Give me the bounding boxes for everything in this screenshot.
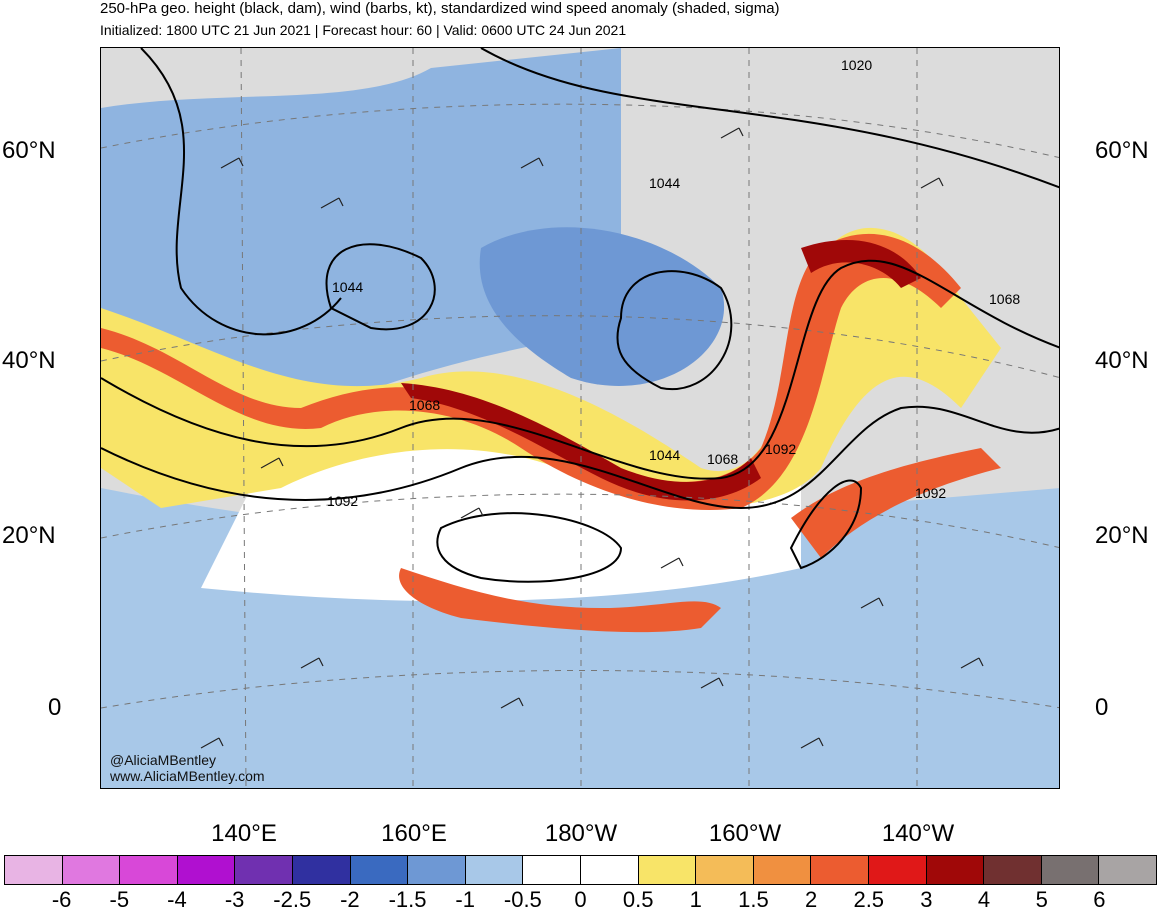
- colorbar-swatch: [292, 856, 351, 884]
- colorbar-tick-label: -6: [51, 887, 72, 912]
- colorbar-tick-label: 6: [1093, 887, 1106, 912]
- colorbar-swatch: [120, 856, 178, 884]
- contour-1092: [101, 405, 1059, 510]
- graticule: [101, 48, 1059, 788]
- anomaly-red-east: [791, 448, 1001, 558]
- chart-title: 250-hPa geo. height (black, dam), wind (…: [100, 0, 780, 17]
- lon-label-180w: 180°W: [544, 820, 618, 847]
- colorbar-tick-label: -0.5: [503, 887, 542, 912]
- colorbar-tick-label: 0.5: [622, 887, 654, 912]
- lon-label-160e: 160°E: [381, 820, 447, 847]
- contour-1020: [480, 48, 1059, 189]
- colorbar-swatch: [350, 856, 409, 884]
- contour-label: 1068: [989, 291, 1020, 307]
- colorbar-swatch: [465, 856, 524, 884]
- contour-1092-east: [789, 479, 863, 570]
- contour-label: 1044: [332, 279, 363, 295]
- colorbar-swatch: [926, 856, 985, 884]
- lon-label-140w: 140°W: [881, 820, 955, 847]
- anomaly-darkred-jet-core-east: [801, 239, 921, 288]
- colorbar-tick-label: 4: [977, 887, 991, 912]
- colorbar-tick-label: -2.5: [273, 887, 312, 912]
- colorbar-swatch: [638, 856, 697, 884]
- contour-label: 1044: [649, 175, 680, 191]
- lat-label-60n-right: 60°N: [1095, 137, 1149, 164]
- lat-label-60n-left: 60°N: [2, 137, 56, 164]
- colorbar-swatch: [984, 856, 1042, 884]
- contour-1068: [101, 259, 1059, 480]
- colorbar-swatch: [177, 856, 236, 884]
- colorbar-tick-label: 1: [689, 887, 702, 912]
- map-graphic: 1020 1044 1044 1068 1044 1068 1092 1068 …: [101, 48, 1059, 788]
- colorbar-swatch: [1041, 856, 1100, 884]
- anomaly-darkred-jet-core: [401, 383, 761, 501]
- colorbar-tick-label: 5: [1035, 887, 1048, 912]
- colorbar: [4, 855, 1157, 885]
- colorbar-tick-label: -2: [340, 887, 360, 912]
- contour-1092-high: [436, 512, 623, 583]
- colorbar-swatch: [523, 856, 581, 884]
- colorbar-tick-label: -3: [224, 887, 245, 912]
- colorbar-tick-label: -1: [455, 887, 475, 912]
- colorbar-tick-label: -4: [167, 887, 187, 912]
- lat-label-eq-right: 0: [1095, 694, 1109, 721]
- contour-west: [140, 48, 342, 336]
- contour-label: 1092: [765, 441, 796, 457]
- contour-label: 1068: [409, 397, 440, 413]
- colorbar-tick-label: -5: [109, 887, 130, 912]
- colorbar-swatch: [235, 856, 293, 884]
- map-panel: 1020 1044 1044 1068 1044 1068 1092 1068 …: [100, 47, 1060, 789]
- contour-1044-gulf: [616, 270, 733, 391]
- colorbar-tick-label: 3: [920, 887, 933, 912]
- anomaly-red-tropics: [399, 568, 721, 633]
- wind-barbs: [200, 127, 984, 749]
- colorbar-swatch: [696, 856, 754, 884]
- colorbar-swatch: [1099, 856, 1156, 884]
- colorbar-tick-label: 1.5: [738, 887, 769, 912]
- credit-handle: @AliciaMBentley: [110, 752, 217, 768]
- colorbar-tick-label: 2.5: [853, 887, 885, 912]
- lat-label-40n-left: 40°N: [2, 347, 56, 374]
- height-contours: [101, 48, 1059, 583]
- colorbar-swatch: [811, 856, 869, 884]
- colorbar-swatch: [580, 856, 639, 884]
- lon-label-140e: 140°E: [211, 820, 277, 847]
- colorbar-swatch: [62, 856, 121, 884]
- colorbar-tick-label: 0: [574, 887, 587, 912]
- lat-label-40n-right: 40°N: [1095, 347, 1149, 374]
- colorbar-tick-label: -1.5: [388, 887, 427, 912]
- lat-label-20n-right: 20°N: [1095, 522, 1149, 549]
- lat-label-eq-left: 0: [48, 694, 62, 721]
- credit-url: www.AliciaMBentley.com: [110, 768, 265, 784]
- colorbar-swatch: [5, 856, 63, 884]
- contour-label: 1044: [649, 447, 680, 463]
- contour-label: 1020: [841, 57, 872, 73]
- colorbar-tick-label: 2: [804, 887, 818, 912]
- chart-subtitle: Initialized: 1800 UTC 21 Jun 2021 | Fore…: [100, 22, 627, 38]
- colorbar-swatch: [753, 856, 812, 884]
- colorbar-swatch: [408, 856, 466, 884]
- lat-label-20n-left: 20°N: [2, 522, 56, 549]
- contour-label-group: 1020 1044 1044 1068 1044 1068 1092 1068 …: [327, 57, 1020, 509]
- contour-1044-low: [325, 243, 436, 331]
- colorbar-swatch: [868, 856, 927, 884]
- contour-label: 1092: [327, 493, 358, 509]
- contour-label: 1068: [707, 451, 738, 467]
- anomaly-blue-gulf: [479, 227, 725, 386]
- contour-label: 1092: [915, 485, 946, 501]
- lon-label-160w: 160°W: [708, 820, 782, 847]
